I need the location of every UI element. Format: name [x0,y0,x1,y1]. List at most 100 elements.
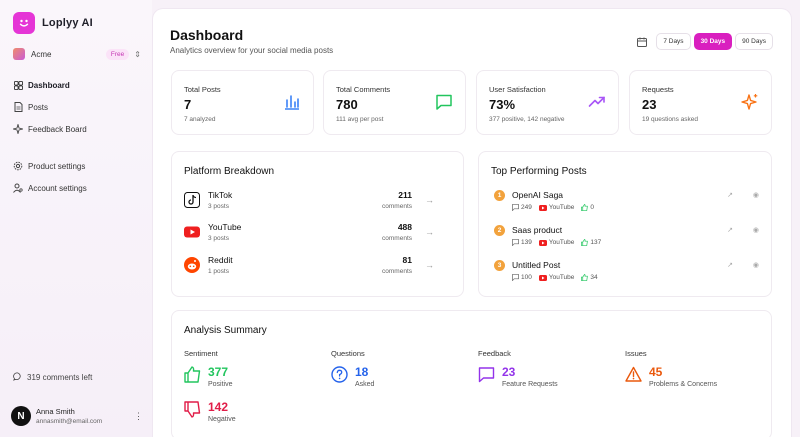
date-range-selector: 7 Days 30 Days 90 Days [635,33,773,50]
platform-comment-count: 211 [398,190,412,200]
stat-card-user-satisfaction: User Satisfaction 73% 377 positive, 142 … [476,70,619,135]
top-posts-card: Top Performing Posts 1 OpenAI Saga 249 Y… [478,151,772,297]
stat-value: 23 [642,97,657,112]
external-link-icon[interactable]: ↗ [727,227,733,234]
questions-stat: 18 Asked [331,366,374,388]
platform-comment-count: 81 [402,255,412,265]
eye-icon[interactable]: ◉ [752,262,759,269]
more-vertical-icon[interactable]: ⋮ [134,410,143,421]
stat-subtext: 377 positive, 142 negative [489,116,565,123]
sentiment-negative: 142 Negative [184,401,236,423]
user-gear-icon [13,183,23,193]
eye-icon[interactable]: ◉ [752,227,759,234]
youtube-icon [538,274,547,281]
chat-bubble-icon [13,372,22,383]
issues-sub: Problems & Concerns [649,381,718,388]
workspace-name: Acme [31,49,52,59]
summary-sentiment: Sentiment 377 Positive 142 Negative [184,349,324,437]
app-logo[interactable]: Loplyy AI [13,12,93,34]
post-comments: 139 [521,239,532,246]
youtube-icon [538,204,547,211]
platform-name: Reddit [208,255,233,265]
stat-value: 780 [336,97,358,112]
issues-count: 45 [649,365,663,379]
top-post-row[interactable]: 3 Untitled Post 100 YouTube 34 ↗ ◉ [491,260,759,290]
positive-count: 377 [208,365,229,379]
negative-count: 142 [208,400,229,414]
main-content: Dashboard Analytics overview for your so… [153,9,791,437]
questions-sub: Asked [355,381,375,388]
youtube-icon [184,226,200,238]
positive-label: Positive [208,381,233,388]
dashboard-icon [13,80,23,90]
nav-item-dashboard[interactable]: Dashboard [13,80,143,90]
external-link-icon[interactable]: ↗ [727,192,733,199]
platform-comment-unit: comments [382,203,412,210]
section-title: Analysis Summary [184,325,267,336]
page-subtitle: Analytics overview for your social media… [170,46,334,55]
top-post-row[interactable]: 2 Saas product 139 YouTube 137 ↗ ◉ [491,225,759,255]
post-title: OpenAI Saga [512,190,564,200]
post-likes: 0 [590,204,595,211]
external-link-icon[interactable]: ↗ [727,262,733,269]
thumbs-up-icon [581,239,589,246]
range-7-days-button[interactable]: 7 Days [656,33,691,50]
smile-logo-icon [13,12,35,34]
calendar-icon [635,35,649,49]
range-90-days-button[interactable]: 90 Days [735,33,773,50]
user-email: annasmith@email.com [36,418,103,425]
nav-item-account-settings[interactable]: Account settings [13,183,143,193]
message-icon [436,94,452,110]
platform-comment-count: 488 [397,222,412,232]
stat-card-requests: Requests 23 19 questions asked [629,70,772,135]
platform-row-tiktok[interactable]: TikTok 3 posts 211 comments → [184,190,440,218]
tiktok-icon [184,192,200,208]
summary-questions: Questions 18 Asked [331,349,471,409]
platform-posts: 3 posts [208,203,229,210]
trending-up-icon [588,96,605,107]
nav-label: Feedback Board [28,124,87,134]
range-30-days-button[interactable]: 30 Days [693,33,733,50]
stat-subtext: 19 questions asked [642,116,699,123]
section-title: Top Performing Posts [491,166,587,177]
thumbs-up-icon [581,204,589,211]
alert-triangle-icon [625,366,642,382]
user-menu[interactable]: N Anna Smith annasmith@email.com ⋮ [11,406,143,426]
platform-name: YouTube [208,222,242,232]
stat-label: User Satisfaction [489,85,546,94]
user-name: Anna Smith [36,407,75,416]
comment-icon [512,204,519,211]
summary-heading: Questions [331,349,365,358]
summary-issues: Issues 45 Problems & Concerns [625,349,765,409]
credits-remaining: 319 comments left [13,372,92,383]
summary-heading: Feedback [478,349,511,358]
plan-badge: Free [105,48,130,60]
platform-row-reddit[interactable]: Reddit 1 posts 81 comments → [184,255,440,283]
stat-subtext: 7 analyzed [184,116,216,123]
nav-item-feedback-board[interactable]: Feedback Board [13,124,143,134]
summary-heading: Issues [625,349,647,358]
platform-row-youtube[interactable]: YouTube 3 posts 488 comments → [184,222,440,250]
platform-name: TikTok [208,190,233,200]
workspace-switcher[interactable]: Acme Free ⇕ [13,48,141,60]
summary-feedback: Feedback 23 Feature Requests [478,349,618,409]
stat-card-total-comments: Total Comments 780 111 avg per post [323,70,466,135]
arrow-right-icon: → [425,195,434,205]
top-post-row[interactable]: 1 OpenAI Saga 249 YouTube 0 ↗ ◉ [491,190,759,220]
stat-card-total-posts: Total Posts 7 7 analyzed [171,70,314,135]
platform-comment-unit: comments [382,235,412,242]
negative-label: Negative [208,416,236,423]
app-name: Loplyy AI [42,17,93,29]
workspace-avatar [13,48,25,60]
platform-posts: 1 posts [208,268,229,275]
thumbs-up-icon [581,274,589,281]
eye-icon[interactable]: ◉ [752,192,759,199]
rank-badge: 1 [494,190,505,201]
post-title: Untitled Post [512,260,561,270]
stat-label: Total Comments [336,85,391,94]
feedback-stat: 23 Feature Requests [478,366,558,388]
document-icon [13,102,23,112]
nav-item-posts[interactable]: Posts [13,102,143,112]
sparkles-icon [741,94,758,110]
nav-item-product-settings[interactable]: Product settings [13,161,143,171]
